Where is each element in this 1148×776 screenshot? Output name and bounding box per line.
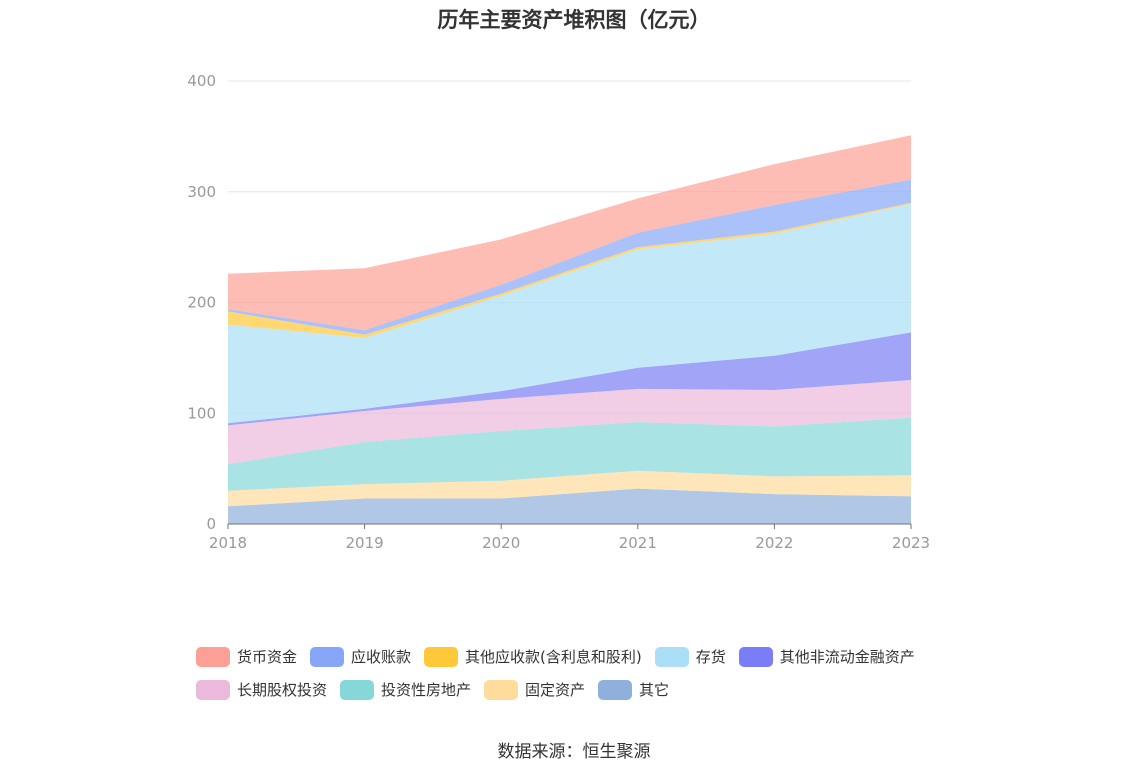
legend-label: 其它 [639, 681, 670, 699]
stacked-area-chart: 0 100 200 300 400 2018 2019 2020 2021 2022 2023 [187, 72, 930, 552]
area-series-4 [228, 332, 911, 426]
area-series-7 [228, 179, 911, 335]
area-series-8 [228, 135, 911, 331]
legend-swatch [654, 646, 689, 667]
y-tick-label: 400 [187, 72, 216, 90]
legend-swatch [196, 646, 230, 667]
legend-label: 应收账款 [351, 648, 412, 666]
legend-swatch [340, 679, 375, 700]
y-tick-label: 100 [187, 404, 216, 422]
legend-label: 存货 [695, 648, 726, 666]
legend-label: 货币资金 [237, 648, 298, 666]
legend-item[interactable]: 投资性房地产 [340, 679, 471, 700]
legend-label: 投资性房地产 [381, 681, 472, 699]
legend-item[interactable]: 长期股权投资 [196, 679, 327, 700]
legend-item[interactable]: 应收账款 [310, 646, 411, 667]
legend-swatch [484, 679, 519, 700]
legend-swatch [310, 646, 345, 667]
legend-label: 其他应收款(含利息和股利) [465, 648, 642, 666]
x-tick-label: 2020 [482, 534, 520, 552]
area-series-1 [228, 470, 911, 507]
legend-swatch [196, 679, 230, 700]
legend-item[interactable]: 存货 [654, 646, 726, 667]
y-tick-label: 0 [206, 515, 216, 533]
legend-row-2: 长期股权投资 投资性房地产 固定资产 其它 [196, 673, 996, 706]
legend-swatch [598, 679, 633, 700]
y-tick-label: 200 [187, 294, 216, 312]
x-tick-label: 2023 [892, 534, 930, 552]
legend-row-1: 货币资金 应收账款 其他应收款(含利息和股利) 存货 其他非流动金融资产 [196, 640, 996, 673]
area-series-0 [228, 488, 911, 524]
legend-swatch [424, 646, 459, 667]
legend-item[interactable]: 其它 [598, 679, 669, 700]
legend-label: 长期股权投资 [237, 681, 328, 699]
legend-swatch [738, 646, 773, 667]
area-series-3 [228, 380, 911, 465]
legend-item[interactable]: 固定资产 [484, 679, 585, 700]
legend-label: 固定资产 [525, 681, 586, 699]
x-tick-label: 2021 [619, 534, 657, 552]
x-tick-label: 2019 [346, 534, 384, 552]
legend: 货币资金 应收账款 其他应收款(含利息和股利) 存货 其他非流动金融资产 长期股权投资 投… [196, 640, 996, 706]
data-source: 数据来源：恒生聚源 [497, 742, 651, 762]
legend-item[interactable]: 货币资金 [196, 646, 297, 667]
y-tick-label: 300 [187, 183, 216, 201]
legend-item[interactable]: 其他应收款(含利息和股利) [424, 646, 642, 667]
legend-label: 其他非流动金融资产 [779, 648, 915, 666]
x-tick-label: 2022 [755, 534, 793, 552]
chart-title: 历年主要资产堆积图（亿元） [437, 8, 711, 32]
area-series-2 [228, 417, 911, 491]
area-series-5 [228, 203, 911, 424]
legend-item[interactable]: 其他非流动金融资产 [738, 646, 915, 667]
x-tick-label: 2018 [209, 534, 247, 552]
